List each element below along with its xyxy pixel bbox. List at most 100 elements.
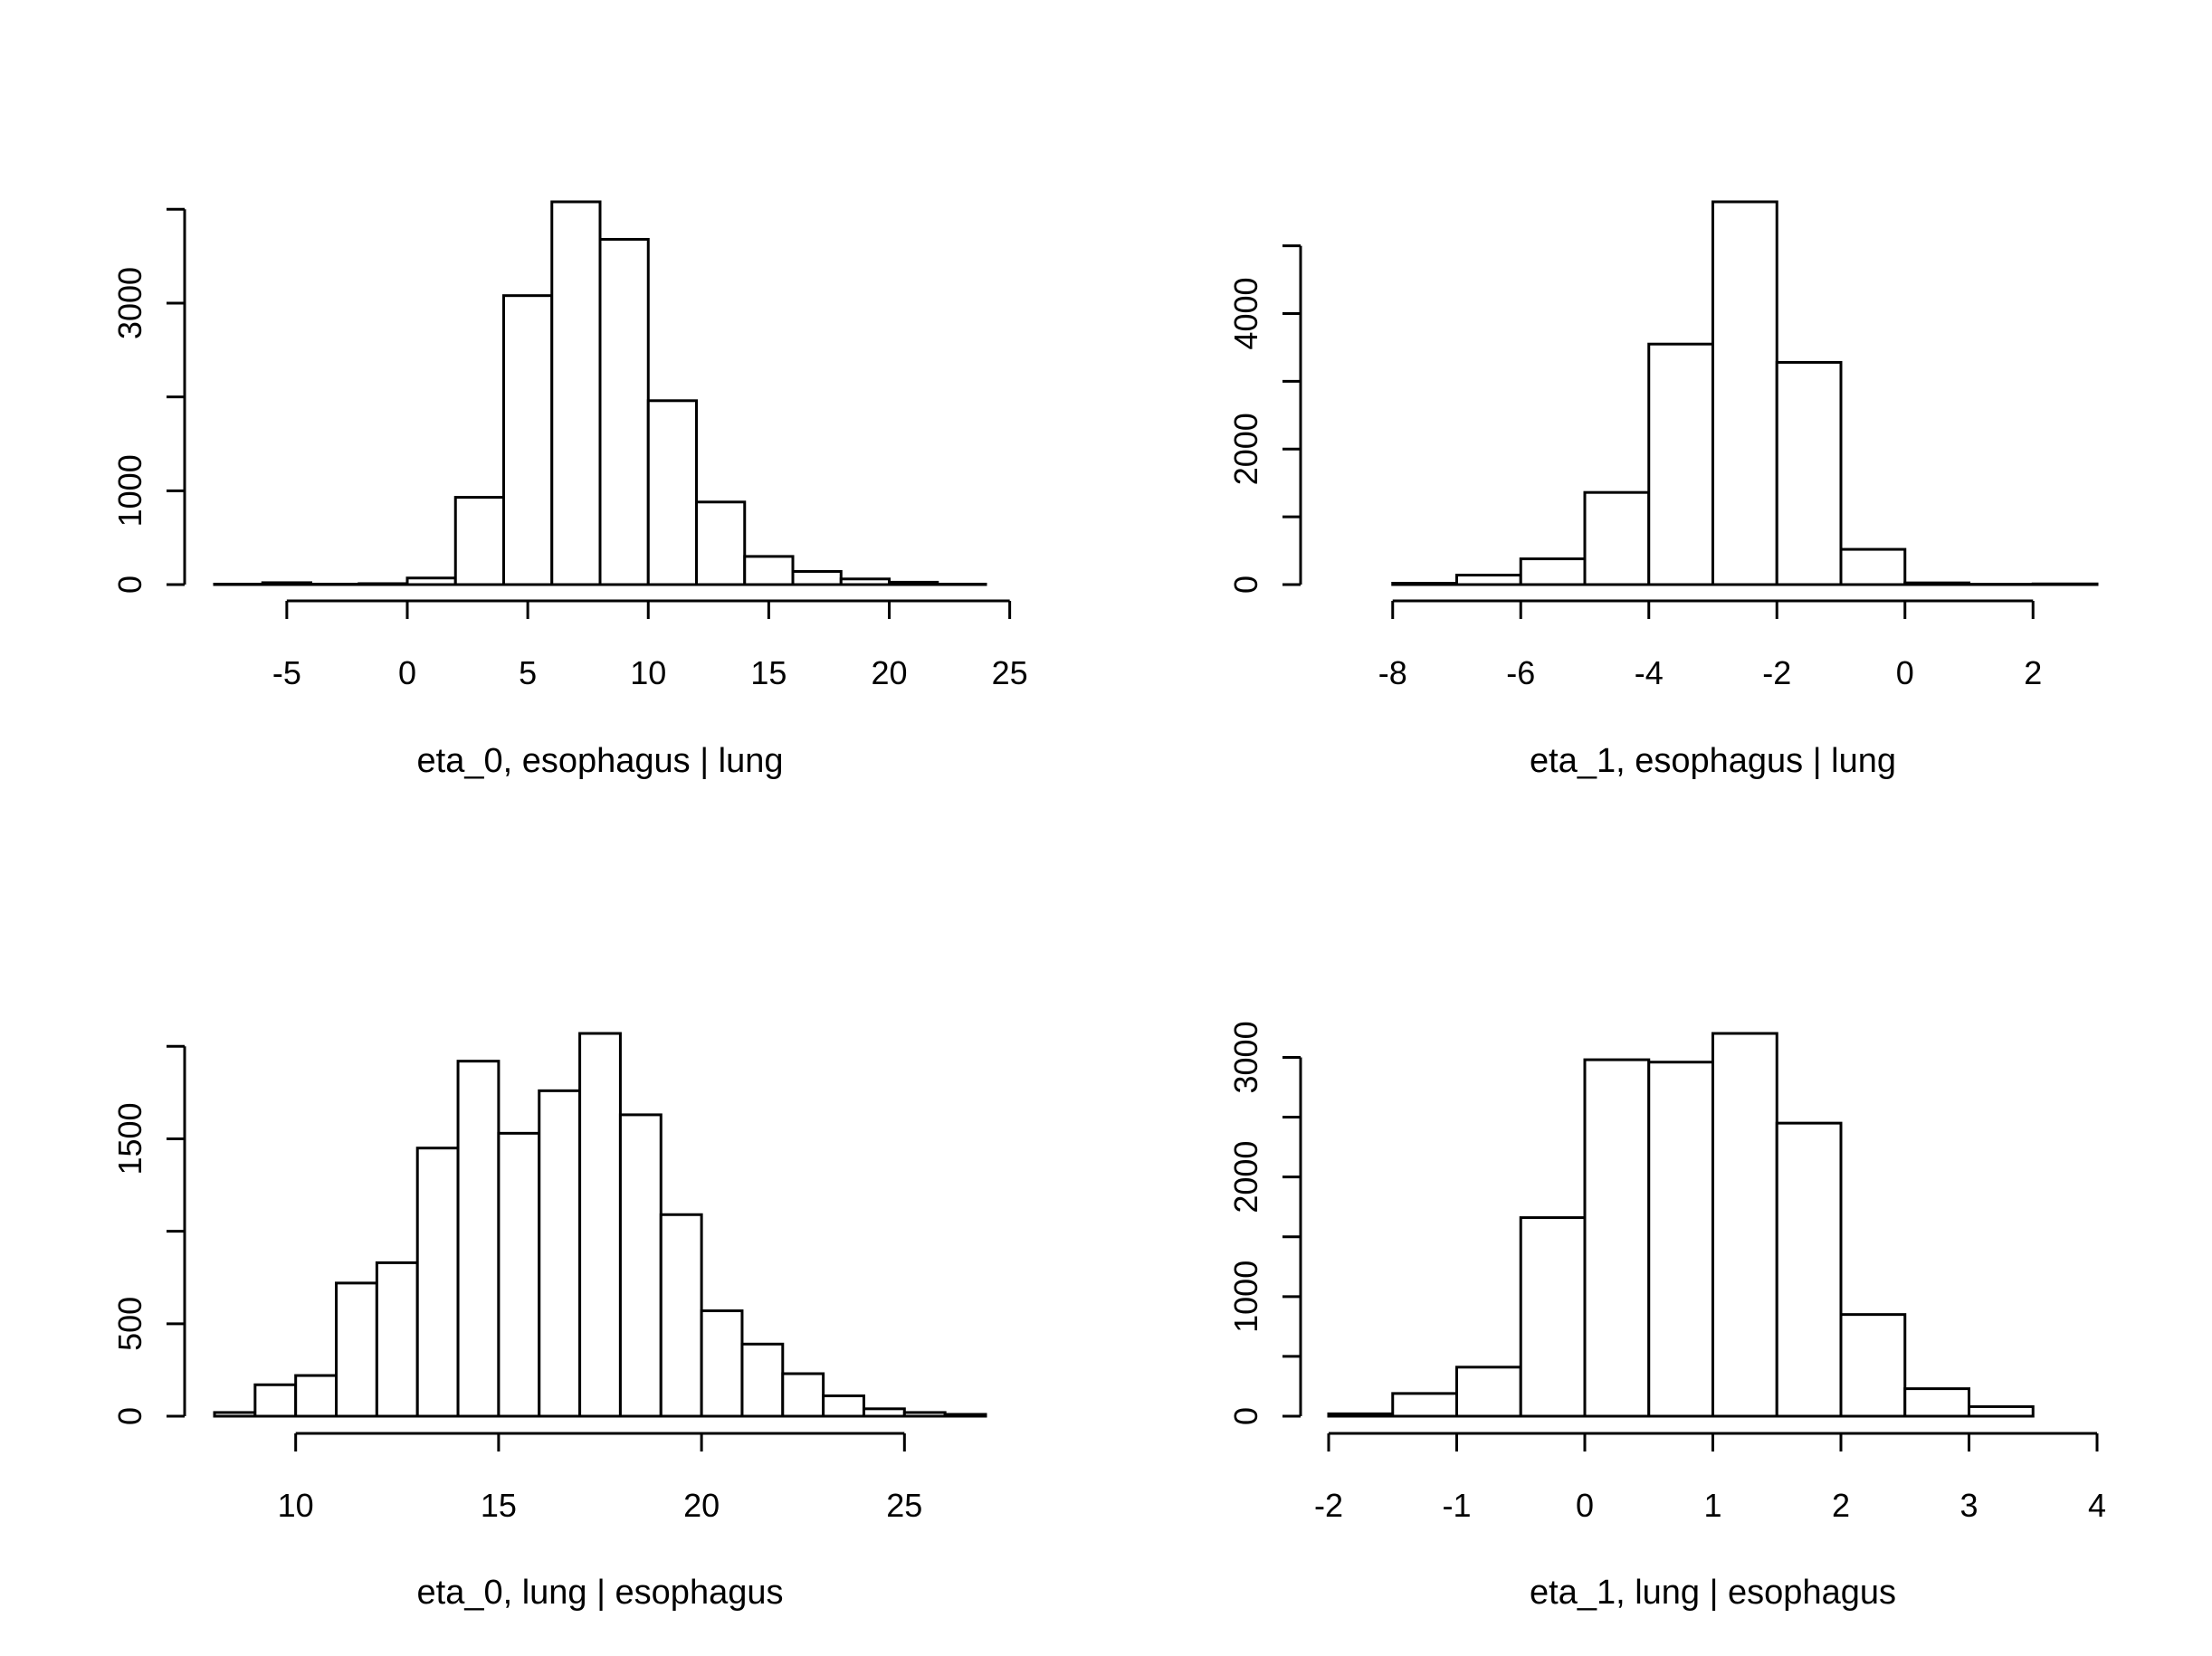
histogram-bar bbox=[936, 582, 987, 586]
histogram-bar bbox=[743, 555, 795, 586]
x-tick-label: -8 bbox=[1378, 654, 1407, 691]
x-tick-label: 15 bbox=[750, 654, 787, 691]
histogram-bar bbox=[781, 1372, 825, 1418]
y-tick-label: 0 bbox=[111, 1407, 148, 1425]
histogram-bar bbox=[888, 580, 939, 586]
x-tick-label: 20 bbox=[683, 1487, 720, 1524]
histogram-bar bbox=[862, 1407, 906, 1418]
histogram-bar bbox=[1583, 1058, 1651, 1418]
x-tick-label: -1 bbox=[1442, 1487, 1471, 1524]
x-tick-label: 10 bbox=[630, 654, 666, 691]
x-tick-label: 10 bbox=[278, 1487, 314, 1524]
x-tick-label: 2 bbox=[1832, 1487, 1850, 1524]
histogram-bar bbox=[822, 1394, 865, 1418]
y-tick-label: 3000 bbox=[111, 267, 148, 339]
x-axis-title: eta_1, lung | esophagus bbox=[1530, 1574, 1896, 1612]
histogram-bar bbox=[1968, 1404, 2035, 1418]
histogram-bar bbox=[538, 1089, 582, 1418]
histogram-bar bbox=[1711, 200, 1778, 586]
histogram-bar bbox=[659, 1213, 703, 1418]
y-tick-label: 0 bbox=[111, 576, 148, 594]
x-tick-label: -2 bbox=[1314, 1487, 1343, 1524]
y-tick-label: 1500 bbox=[111, 1102, 148, 1175]
x-tick-label: 4 bbox=[2088, 1487, 2106, 1524]
histogram-eta0-lung-given-esophagus: 10 15 20 25 0 500 1500 eta_0, lung | esophagus bbox=[111, 1032, 987, 1612]
histogram-bar bbox=[740, 1342, 785, 1418]
y-tick-label: 2000 bbox=[1227, 413, 1264, 485]
histogram-bar bbox=[791, 569, 843, 586]
histogram-bar bbox=[1839, 547, 1907, 586]
histogram-bar bbox=[2031, 582, 2099, 586]
x-axis-title: eta_0, lung | esophagus bbox=[417, 1574, 784, 1612]
histogram-bar bbox=[902, 1411, 947, 1418]
histogram-bar bbox=[213, 582, 264, 586]
x-tick-label: -6 bbox=[1506, 654, 1535, 691]
x-tick-label: 1 bbox=[1703, 1487, 1721, 1524]
histogram-bar bbox=[415, 1147, 460, 1418]
histogram-bar bbox=[358, 582, 409, 586]
histogram-bar bbox=[1391, 1392, 1458, 1418]
histogram-eta1-esophagus-given-lung: -8 -6 -4 -2 0 2 0 2000 4000 eta_1, esophagus | lu… bbox=[1227, 200, 2099, 780]
histogram-bar bbox=[1647, 1061, 1714, 1418]
x-tick-label: 0 bbox=[1576, 1487, 1594, 1524]
histogram-bar bbox=[405, 576, 457, 586]
histogram-bar bbox=[1903, 581, 1970, 586]
histogram-bar bbox=[453, 496, 505, 586]
histogram-bar bbox=[1711, 1032, 1778, 1418]
y-tick-label: 500 bbox=[111, 1297, 148, 1351]
histogram-bar bbox=[550, 200, 602, 586]
histogram-bar bbox=[943, 1413, 987, 1418]
histogram-bar bbox=[646, 399, 698, 586]
histogram-bar bbox=[253, 1383, 298, 1418]
y-tick-label: 2000 bbox=[1227, 1141, 1264, 1213]
histogram-bar bbox=[497, 1131, 541, 1418]
histogram-bar bbox=[1775, 360, 1843, 586]
x-tick-label: 0 bbox=[1896, 654, 1914, 691]
histogram-bar bbox=[1327, 1412, 1395, 1418]
histogram-bar bbox=[695, 500, 747, 586]
x-tick-label: 25 bbox=[886, 1487, 922, 1524]
histogram-bar bbox=[294, 1374, 338, 1418]
x-tick-label: 3 bbox=[1959, 1487, 1978, 1524]
histogram-bar bbox=[375, 1261, 419, 1418]
histogram-bar bbox=[598, 237, 650, 586]
histogram-bar bbox=[1839, 1313, 1907, 1418]
histogram-bar bbox=[1519, 1216, 1587, 1418]
histogram-eta0-esophagus-given-lung: -5 0 5 10 15 20 25 0 1000 3000 eta_0, esophagus | … bbox=[111, 200, 1028, 780]
x-tick-label: -2 bbox=[1762, 654, 1791, 691]
histogram-bar bbox=[261, 581, 312, 586]
x-tick-label: 2 bbox=[2024, 654, 2042, 691]
histogram-eta1-lung-given-esophagus: -2 -1 0 1 2 3 4 0 1000 2000 3000 eta_1, lung | esop… bbox=[1227, 1021, 2106, 1612]
x-tick-label: 15 bbox=[481, 1487, 517, 1524]
x-tick-label: 20 bbox=[871, 654, 907, 691]
x-tick-label: 25 bbox=[992, 654, 1028, 691]
histogram-bar bbox=[310, 582, 361, 586]
histogram-bar bbox=[1455, 574, 1522, 586]
histogram-bar bbox=[1455, 1366, 1522, 1418]
histogram-bar bbox=[1519, 557, 1587, 586]
histogram-bar bbox=[1775, 1121, 1843, 1418]
histogram-bar bbox=[456, 1060, 501, 1418]
y-tick-label: 1000 bbox=[1227, 1261, 1264, 1333]
y-tick-label: 3000 bbox=[1227, 1021, 1264, 1093]
x-tick-label: 0 bbox=[398, 654, 416, 691]
x-tick-label: -4 bbox=[1635, 654, 1664, 691]
histogram-bar bbox=[335, 1281, 378, 1418]
x-axis-title: eta_0, esophagus | lung bbox=[417, 742, 784, 780]
y-tick-label: 0 bbox=[1227, 576, 1264, 594]
histogram-bar bbox=[578, 1032, 622, 1418]
histogram-bar bbox=[1647, 342, 1714, 586]
histogram-bar bbox=[700, 1309, 744, 1418]
x-axis-title: eta_1, esophagus | lung bbox=[1530, 742, 1896, 780]
x-tick-label: 5 bbox=[519, 654, 537, 691]
histogram-bar bbox=[618, 1113, 663, 1418]
histogram-bar bbox=[502, 294, 554, 586]
histogram-bar bbox=[1903, 1387, 1970, 1418]
x-tick-label: -5 bbox=[272, 654, 301, 691]
histogram-bar bbox=[213, 1411, 257, 1418]
histogram-bar bbox=[1583, 490, 1651, 586]
y-tick-label: 0 bbox=[1227, 1407, 1264, 1425]
y-tick-label: 1000 bbox=[111, 454, 148, 527]
y-tick-label: 4000 bbox=[1227, 277, 1264, 349]
